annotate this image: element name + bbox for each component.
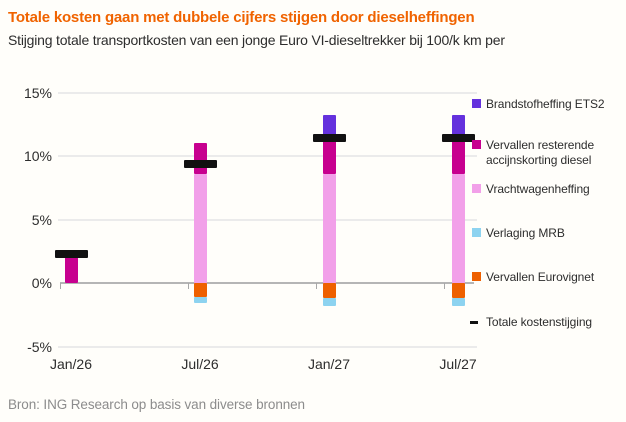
- bar-segment: [193, 143, 207, 174]
- bar-segment: [322, 173, 336, 283]
- x-axis-tick: [60, 283, 61, 289]
- x-axis-tick: [316, 283, 317, 289]
- bar-segment: [322, 283, 336, 299]
- y-tick-label: 0%: [31, 275, 52, 291]
- y-tick-label: -5%: [27, 338, 52, 355]
- y-tick-label: 5%: [31, 211, 52, 228]
- source-note: Bron: ING Research op basis van diverse …: [8, 397, 305, 412]
- legend-swatch-icon: [472, 272, 481, 281]
- grid-line: [58, 218, 477, 221]
- legend-swatch-icon: [472, 140, 481, 149]
- legend-swatch-icon: [472, 184, 481, 193]
- total-marker: [183, 159, 217, 168]
- x-tick-label: Jul/26: [181, 356, 219, 372]
- bar-segment: [451, 298, 465, 306]
- bar-segment: [451, 173, 465, 283]
- bar-segment: [322, 136, 336, 174]
- legend-swatch-icon: [472, 228, 481, 237]
- x-tick-label: Jul/27: [439, 356, 477, 372]
- bar-segment: [451, 115, 465, 137]
- total-marker: [54, 249, 88, 258]
- grid-line: [58, 155, 477, 157]
- total-marker: [441, 134, 475, 143]
- legend-label: Brandstofheffing ETS2: [486, 97, 605, 111]
- bar-segment: [193, 296, 207, 304]
- bar-segment: [193, 173, 207, 283]
- bar-segment: [64, 253, 78, 283]
- bar-segment: [193, 283, 207, 297]
- x-tick-label: Jan/27: [307, 356, 351, 372]
- y-tick-label: 15%: [23, 84, 52, 101]
- legend-swatch-icon: [472, 99, 481, 108]
- legend-label: Totale kostenstijging: [486, 315, 592, 329]
- bar-segment: [322, 298, 336, 306]
- total-marker: [312, 134, 346, 143]
- legend-label: Vrachtwagenheffing: [486, 182, 590, 196]
- zero-axis-line: [60, 282, 474, 284]
- legend-label: Vervallen Eurovignet: [486, 270, 595, 284]
- bar-segment: [322, 115, 336, 137]
- x-tick-label: Jan/26: [49, 356, 93, 372]
- bar-segment: [451, 136, 465, 174]
- chart-subtitle: Stijging totale transportkosten van een …: [8, 32, 505, 48]
- legend-dash-icon: [470, 321, 478, 324]
- legend-label: Vervallen resterende accijnskorting dies…: [486, 138, 595, 167]
- grid-line: [58, 91, 477, 94]
- grid-line: [58, 345, 477, 348]
- x-axis-tick: [444, 283, 445, 289]
- chart-title: Totale kosten gaan met dubbele cijfers s…: [8, 9, 475, 26]
- x-axis-tick: [188, 283, 189, 289]
- y-tick-label: 10%: [23, 148, 52, 164]
- bar-segment: [451, 283, 465, 299]
- legend-label: Verlaging MRB: [486, 226, 565, 240]
